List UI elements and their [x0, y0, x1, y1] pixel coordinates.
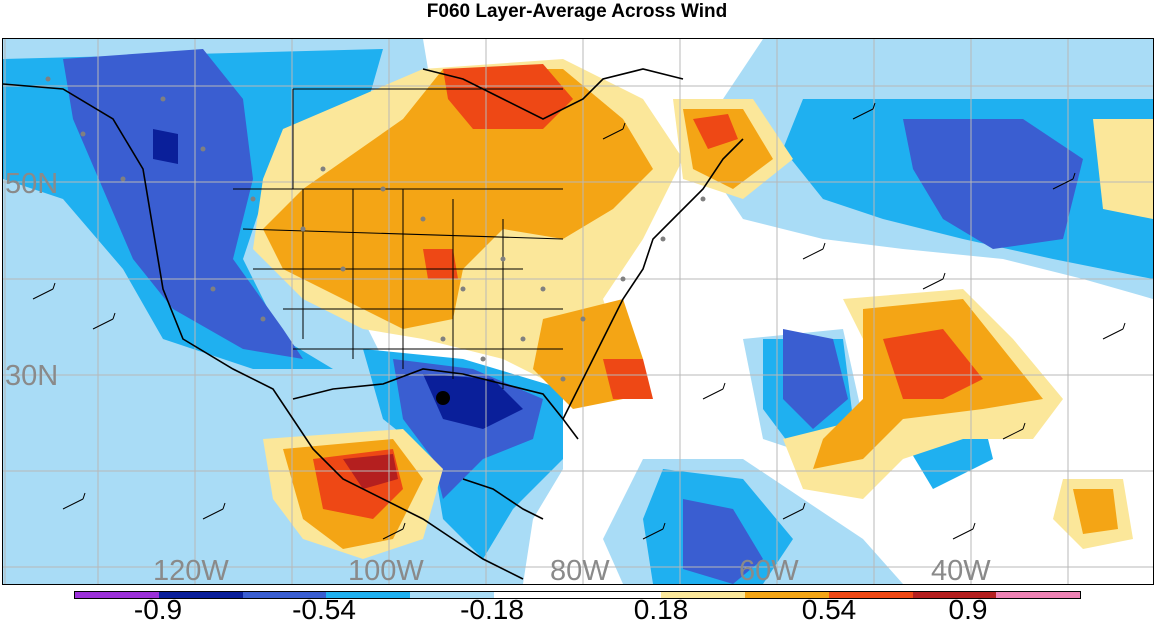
- colorbar-segment: [242, 592, 327, 598]
- colorbar-segment: [75, 592, 159, 598]
- contour-navy: [153, 129, 178, 164]
- colorbar-segment: [996, 592, 1080, 598]
- colorbar-label: 0.54: [801, 594, 857, 625]
- contour-dark-blue: [783, 329, 848, 429]
- colorbar-label: -0.18: [460, 594, 524, 625]
- state-borders: [233, 88, 564, 389]
- lon-label-100w: 100W: [348, 555, 424, 585]
- colorbar-segment: [326, 592, 410, 598]
- map-title: F060 Layer-Average Across Wind: [426, 1, 728, 22]
- map-canvas: [3, 39, 1153, 584]
- contour-yellow: [1093, 119, 1153, 219]
- colorbar-segment: [577, 592, 662, 598]
- contour-red: [443, 64, 573, 129]
- lon-label-80w: 80W: [550, 555, 610, 585]
- colorbar-label: 0.9: [948, 594, 988, 625]
- contour-dark-blue: [683, 499, 763, 584]
- wind-map: 50N 30N 120W 100W 80W 60W 40W: [2, 38, 1154, 585]
- contour-red: [423, 249, 458, 279]
- colorbar-segment: [410, 592, 494, 598]
- wind-barbs: [32, 102, 1126, 540]
- colorbar-label: 0.18: [633, 594, 689, 625]
- lat-label-50n: 50N: [5, 168, 59, 200]
- contour-orange: [1073, 489, 1118, 534]
- lon-label-120w: 120W: [153, 555, 229, 585]
- colorbar-segment: [661, 592, 745, 598]
- contour-orange: [263, 69, 653, 329]
- lon-label-40w: 40W: [931, 555, 991, 585]
- coastlines: [3, 68, 744, 580]
- contour-red: [883, 329, 983, 399]
- colorbar-label: -0.9: [133, 594, 183, 625]
- stations: [45, 76, 706, 382]
- contour-red: [693, 114, 738, 149]
- graticule: [3, 39, 1153, 584]
- lat-label-30n: 30N: [5, 360, 59, 392]
- colorbar-segment: [912, 592, 997, 598]
- colorbar-segment: [158, 592, 243, 598]
- colorbar-segment: [745, 592, 829, 598]
- colorbar-label: -0.54: [292, 594, 356, 625]
- contour-fills: [3, 39, 1153, 584]
- colorbar-segment: [828, 592, 913, 598]
- location-marker: [436, 391, 450, 405]
- contour-red: [603, 359, 653, 399]
- lon-label-60w: 60W: [739, 555, 799, 585]
- contour-navy: [423, 374, 523, 429]
- colorbar-segment: [493, 592, 578, 598]
- colorbar: [74, 591, 1081, 599]
- contour-dark-blue: [903, 119, 1083, 249]
- contour-dark-blue: [63, 49, 303, 359]
